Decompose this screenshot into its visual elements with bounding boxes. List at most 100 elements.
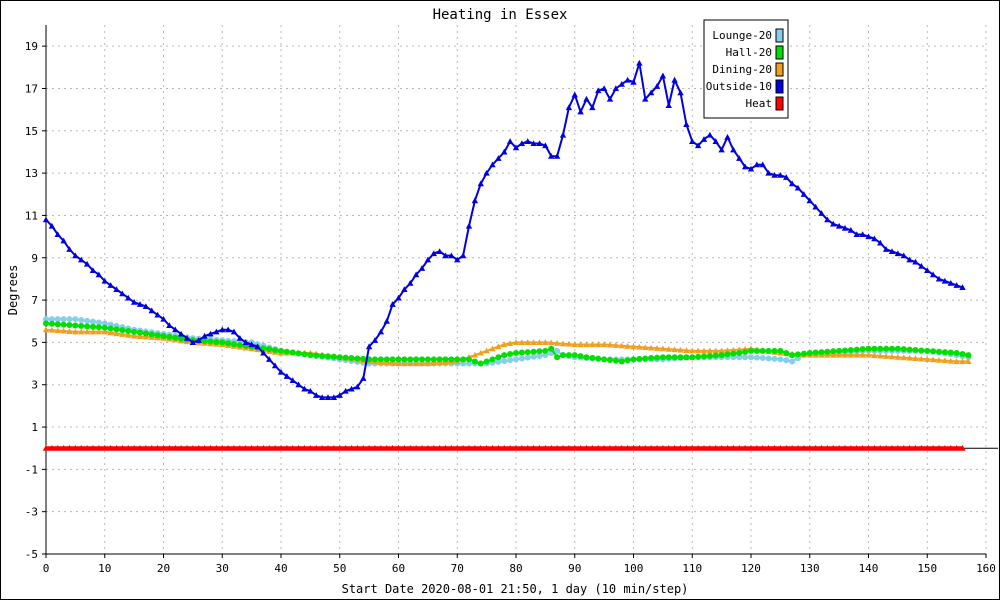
y-tick-label: 13: [25, 167, 38, 180]
data-point: [54, 321, 61, 328]
data-point: [847, 351, 855, 358]
data-point: [389, 359, 396, 366]
data-point: [401, 445, 408, 451]
data-point: [624, 343, 631, 349]
data-point: [636, 445, 643, 451]
data-point: [119, 290, 126, 297]
data-point: [748, 347, 754, 354]
data-point: [166, 445, 173, 451]
data-point: [436, 248, 443, 254]
data-point: [600, 445, 608, 451]
data-point: [765, 355, 772, 362]
data-point: [442, 445, 449, 451]
data-point: [418, 360, 426, 367]
data-point: [459, 252, 467, 259]
data-point: [512, 144, 520, 151]
data-point: [524, 138, 531, 144]
data-point: [407, 445, 414, 451]
data-point: [471, 197, 479, 204]
data-point: [524, 354, 531, 361]
data-point: [107, 445, 114, 451]
data-point: [230, 445, 238, 451]
data-point: [871, 235, 878, 242]
data-point: [72, 252, 79, 259]
data-point: [324, 394, 332, 400]
data-point: [283, 373, 291, 379]
y-tick-label: 19: [25, 40, 38, 53]
data-point: [178, 335, 185, 342]
data-point: [565, 104, 573, 111]
data-point: [78, 445, 85, 451]
data-point: [412, 271, 420, 278]
data-point: [935, 275, 943, 282]
data-point: [383, 356, 390, 363]
data-point: [489, 445, 496, 451]
data-point: [630, 343, 637, 350]
data-point: [900, 252, 907, 259]
data-point: [125, 294, 132, 301]
data-point: [812, 445, 819, 451]
data-point: [877, 239, 884, 246]
data-point: [436, 445, 443, 451]
series-layer: [42, 59, 972, 451]
data-point: [553, 445, 561, 451]
data-point: [859, 351, 866, 358]
data-point: [66, 246, 73, 252]
data-point: [642, 445, 649, 451]
data-point: [888, 353, 896, 360]
data-point: [894, 250, 902, 257]
data-point: [477, 360, 484, 367]
data-point: [700, 445, 708, 451]
data-point: [295, 381, 302, 388]
data-point: [195, 337, 202, 343]
data-point: [924, 356, 931, 362]
data-point: [224, 326, 232, 333]
data-point: [959, 284, 966, 290]
data-point: [189, 445, 197, 451]
x-tick-label: 10: [98, 562, 111, 575]
data-point: [718, 347, 725, 354]
data-point: [266, 356, 273, 362]
data-point: [853, 231, 860, 238]
data-point: [48, 316, 55, 323]
data-point: [953, 445, 960, 451]
data-point: [530, 353, 537, 360]
data-point: [424, 356, 431, 363]
data-point: [783, 357, 790, 364]
data-point: [730, 146, 737, 153]
data-point: [154, 445, 161, 451]
data-point: [589, 341, 596, 348]
data-point: [929, 271, 937, 278]
data-point: [665, 445, 672, 451]
data-point: [518, 349, 525, 356]
data-point: [647, 445, 655, 451]
data-point: [119, 331, 126, 337]
data-point: [524, 445, 531, 451]
data-point: [66, 322, 73, 329]
data-point: [659, 72, 667, 79]
data-point: [430, 445, 437, 451]
legend: Lounge-20 Hall-20 Dining-20 Outside-10 Heat: [703, 19, 789, 119]
data-point: [841, 445, 849, 451]
data-point: [647, 89, 655, 96]
y-tick-label: -5: [25, 548, 38, 561]
legend-swatch: [775, 79, 784, 94]
data-point: [225, 340, 232, 347]
data-point: [83, 328, 91, 335]
data-point: [407, 356, 414, 363]
data-point: [483, 347, 490, 354]
data-point: [501, 341, 508, 348]
data-point: [677, 89, 684, 96]
data-point: [542, 347, 549, 354]
x-tick-label: 110: [682, 562, 702, 575]
data-point: [665, 354, 672, 361]
data-point: [342, 354, 349, 361]
data-point: [518, 140, 526, 147]
data-point: [295, 445, 302, 451]
data-point: [589, 104, 596, 111]
data-point: [883, 345, 890, 352]
y-tick-label: -1: [25, 463, 38, 476]
data-point: [595, 341, 602, 348]
axes: 0 10 20 30 40 50 60 70 80 90 100 110 120 130 140 150 160…: [25, 25, 998, 575]
